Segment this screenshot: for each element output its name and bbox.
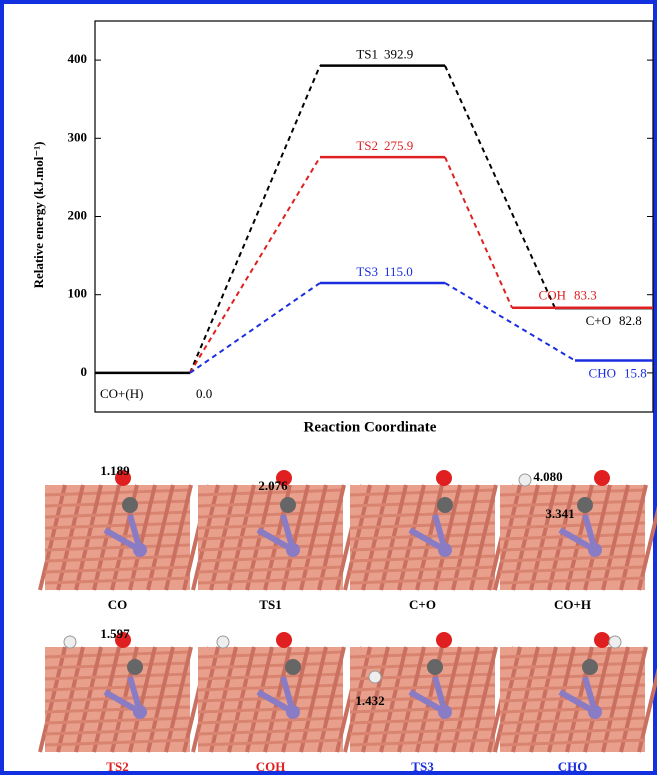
hydrogen-atom	[369, 671, 381, 683]
distance-label: 1.189	[100, 463, 130, 478]
hydrogen-atom	[217, 636, 229, 648]
structure-caption: COH	[256, 759, 286, 774]
structure-image: 4.080 3.341 CO+H	[495, 469, 657, 612]
hydrogen-atom	[519, 474, 531, 486]
y-axis-label: Relative energy (kJ.mol⁻¹)	[31, 142, 46, 289]
metal-atom	[588, 705, 602, 719]
y-tick-label: 100	[68, 286, 88, 301]
structure-image: 1.597 TS2	[40, 626, 209, 774]
distance-label: 1.432	[355, 693, 384, 708]
structure-caption: TS2	[106, 759, 128, 774]
metal-atom	[286, 705, 300, 719]
level-value-label: 82.8	[619, 313, 642, 328]
y-tick-label: 400	[68, 51, 88, 66]
structure-caption: CO+H	[554, 597, 591, 612]
structure-caption: TS3	[411, 759, 434, 774]
connector	[190, 157, 320, 373]
carbon-atom	[280, 497, 296, 513]
y-tick-label: 200	[68, 207, 88, 222]
oxygen-atom	[436, 470, 452, 486]
level-value-label: 15.8	[624, 366, 647, 381]
level-value-label: 83.3	[574, 288, 597, 303]
connector	[445, 157, 512, 308]
distance-label: 1.597	[100, 626, 130, 641]
plot-frame	[95, 21, 653, 412]
structure-image: 2.076 TS1	[193, 470, 362, 612]
oxygen-atom	[594, 632, 610, 648]
figure: Relative energy (kJ.mol⁻¹) Reaction Coor…	[0, 0, 657, 775]
page: {"chart_data": {"type": "energy-profile"…	[0, 0, 657, 775]
level-value-label: 0.0	[196, 386, 212, 401]
structure-image: 1.432 TS3	[345, 632, 514, 774]
carbon-atom	[427, 659, 443, 675]
structure-image: CHO	[495, 632, 657, 774]
level-label: CHO	[589, 366, 616, 381]
oxygen-atom	[436, 632, 452, 648]
level-label: C+O	[586, 313, 611, 328]
level-value-label: 115.0	[384, 264, 413, 279]
carbon-atom	[127, 659, 143, 675]
carbon-atom	[437, 497, 453, 513]
carbon-atom	[582, 659, 598, 675]
metal-atom	[133, 543, 147, 557]
connector	[445, 66, 555, 308]
level-label: COH	[539, 288, 566, 303]
y-tick-label: 0	[81, 364, 88, 379]
distance-label: 3.341	[545, 506, 574, 521]
carbon-atom	[285, 659, 301, 675]
connector	[190, 66, 320, 373]
metal-atom	[438, 543, 452, 557]
structure-image: 1.189 CO	[40, 463, 209, 612]
oxygen-atom	[594, 470, 610, 486]
oxygen-atom	[276, 632, 292, 648]
structure-caption: CHO	[558, 759, 588, 774]
structure-image: C+O	[345, 470, 514, 612]
metal-atom	[438, 705, 452, 719]
x-axis-label: Reaction Coordinate	[304, 419, 437, 435]
level-label: TS3	[356, 264, 378, 279]
distance-label: 2.076	[258, 478, 288, 493]
level-value-label: 275.9	[384, 138, 413, 153]
metal-atom	[133, 705, 147, 719]
carbon-atom	[577, 497, 593, 513]
structure-caption: TS1	[259, 597, 281, 612]
level-label: CO+(H)	[100, 386, 143, 401]
structure-caption: C+O	[409, 597, 436, 612]
metal-atom	[286, 543, 300, 557]
hydrogen-atom	[609, 636, 621, 648]
metal-atom	[588, 543, 602, 557]
hydrogen-atom	[64, 636, 76, 648]
distance-label: 4.080	[533, 469, 562, 484]
y-tick-label: 300	[68, 129, 88, 144]
structure-image: COH	[193, 632, 362, 774]
level-label: TS2	[356, 138, 378, 153]
structure-caption: CO	[108, 597, 128, 612]
carbon-atom	[122, 497, 138, 513]
level-label: TS1	[356, 47, 378, 62]
level-value-label: 392.9	[384, 47, 413, 62]
